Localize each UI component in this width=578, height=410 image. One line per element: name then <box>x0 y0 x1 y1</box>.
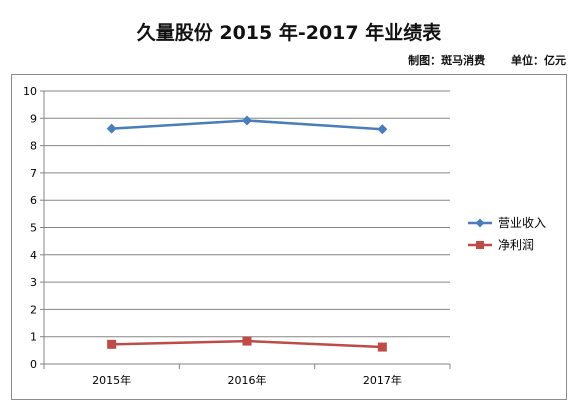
data-point <box>242 336 252 346</box>
maker-credit: 制图：斑马消费 <box>408 54 486 67</box>
y-tick-label: 1 <box>30 331 37 344</box>
data-point <box>377 342 387 352</box>
y-tick-label: 4 <box>30 249 37 262</box>
y-tick-label: 3 <box>30 276 37 289</box>
x-tick-label: 2017年 <box>363 373 402 387</box>
legend-label: 净利润 <box>498 238 534 252</box>
unit-label: 单位：亿元 <box>511 54 566 67</box>
y-tick-label: 8 <box>30 140 37 153</box>
x-tick-label: 2016年 <box>228 373 267 387</box>
y-tick-label: 7 <box>30 167 37 180</box>
chart-title: 久量股份 2015 年-2017 年业绩表 <box>136 22 442 44</box>
y-tick-label: 2 <box>30 303 37 316</box>
y-tick-label: 0 <box>30 358 37 371</box>
chart-credits: 制图：斑马消费 单位：亿元 <box>408 52 566 68</box>
legend-label: 营业收入 <box>498 216 546 230</box>
y-tick-label: 5 <box>30 222 37 235</box>
y-tick-label: 10 <box>23 85 37 98</box>
chart-frame <box>11 74 567 400</box>
data-point <box>377 124 388 135</box>
y-tick-label: 9 <box>30 112 37 125</box>
data-point <box>106 123 117 134</box>
legend-marker <box>476 241 484 249</box>
data-point <box>242 115 252 126</box>
legend-marker <box>475 218 485 228</box>
y-tick-label: 6 <box>30 194 37 207</box>
x-tick-label: 2015年 <box>92 373 131 387</box>
data-point <box>107 339 117 349</box>
